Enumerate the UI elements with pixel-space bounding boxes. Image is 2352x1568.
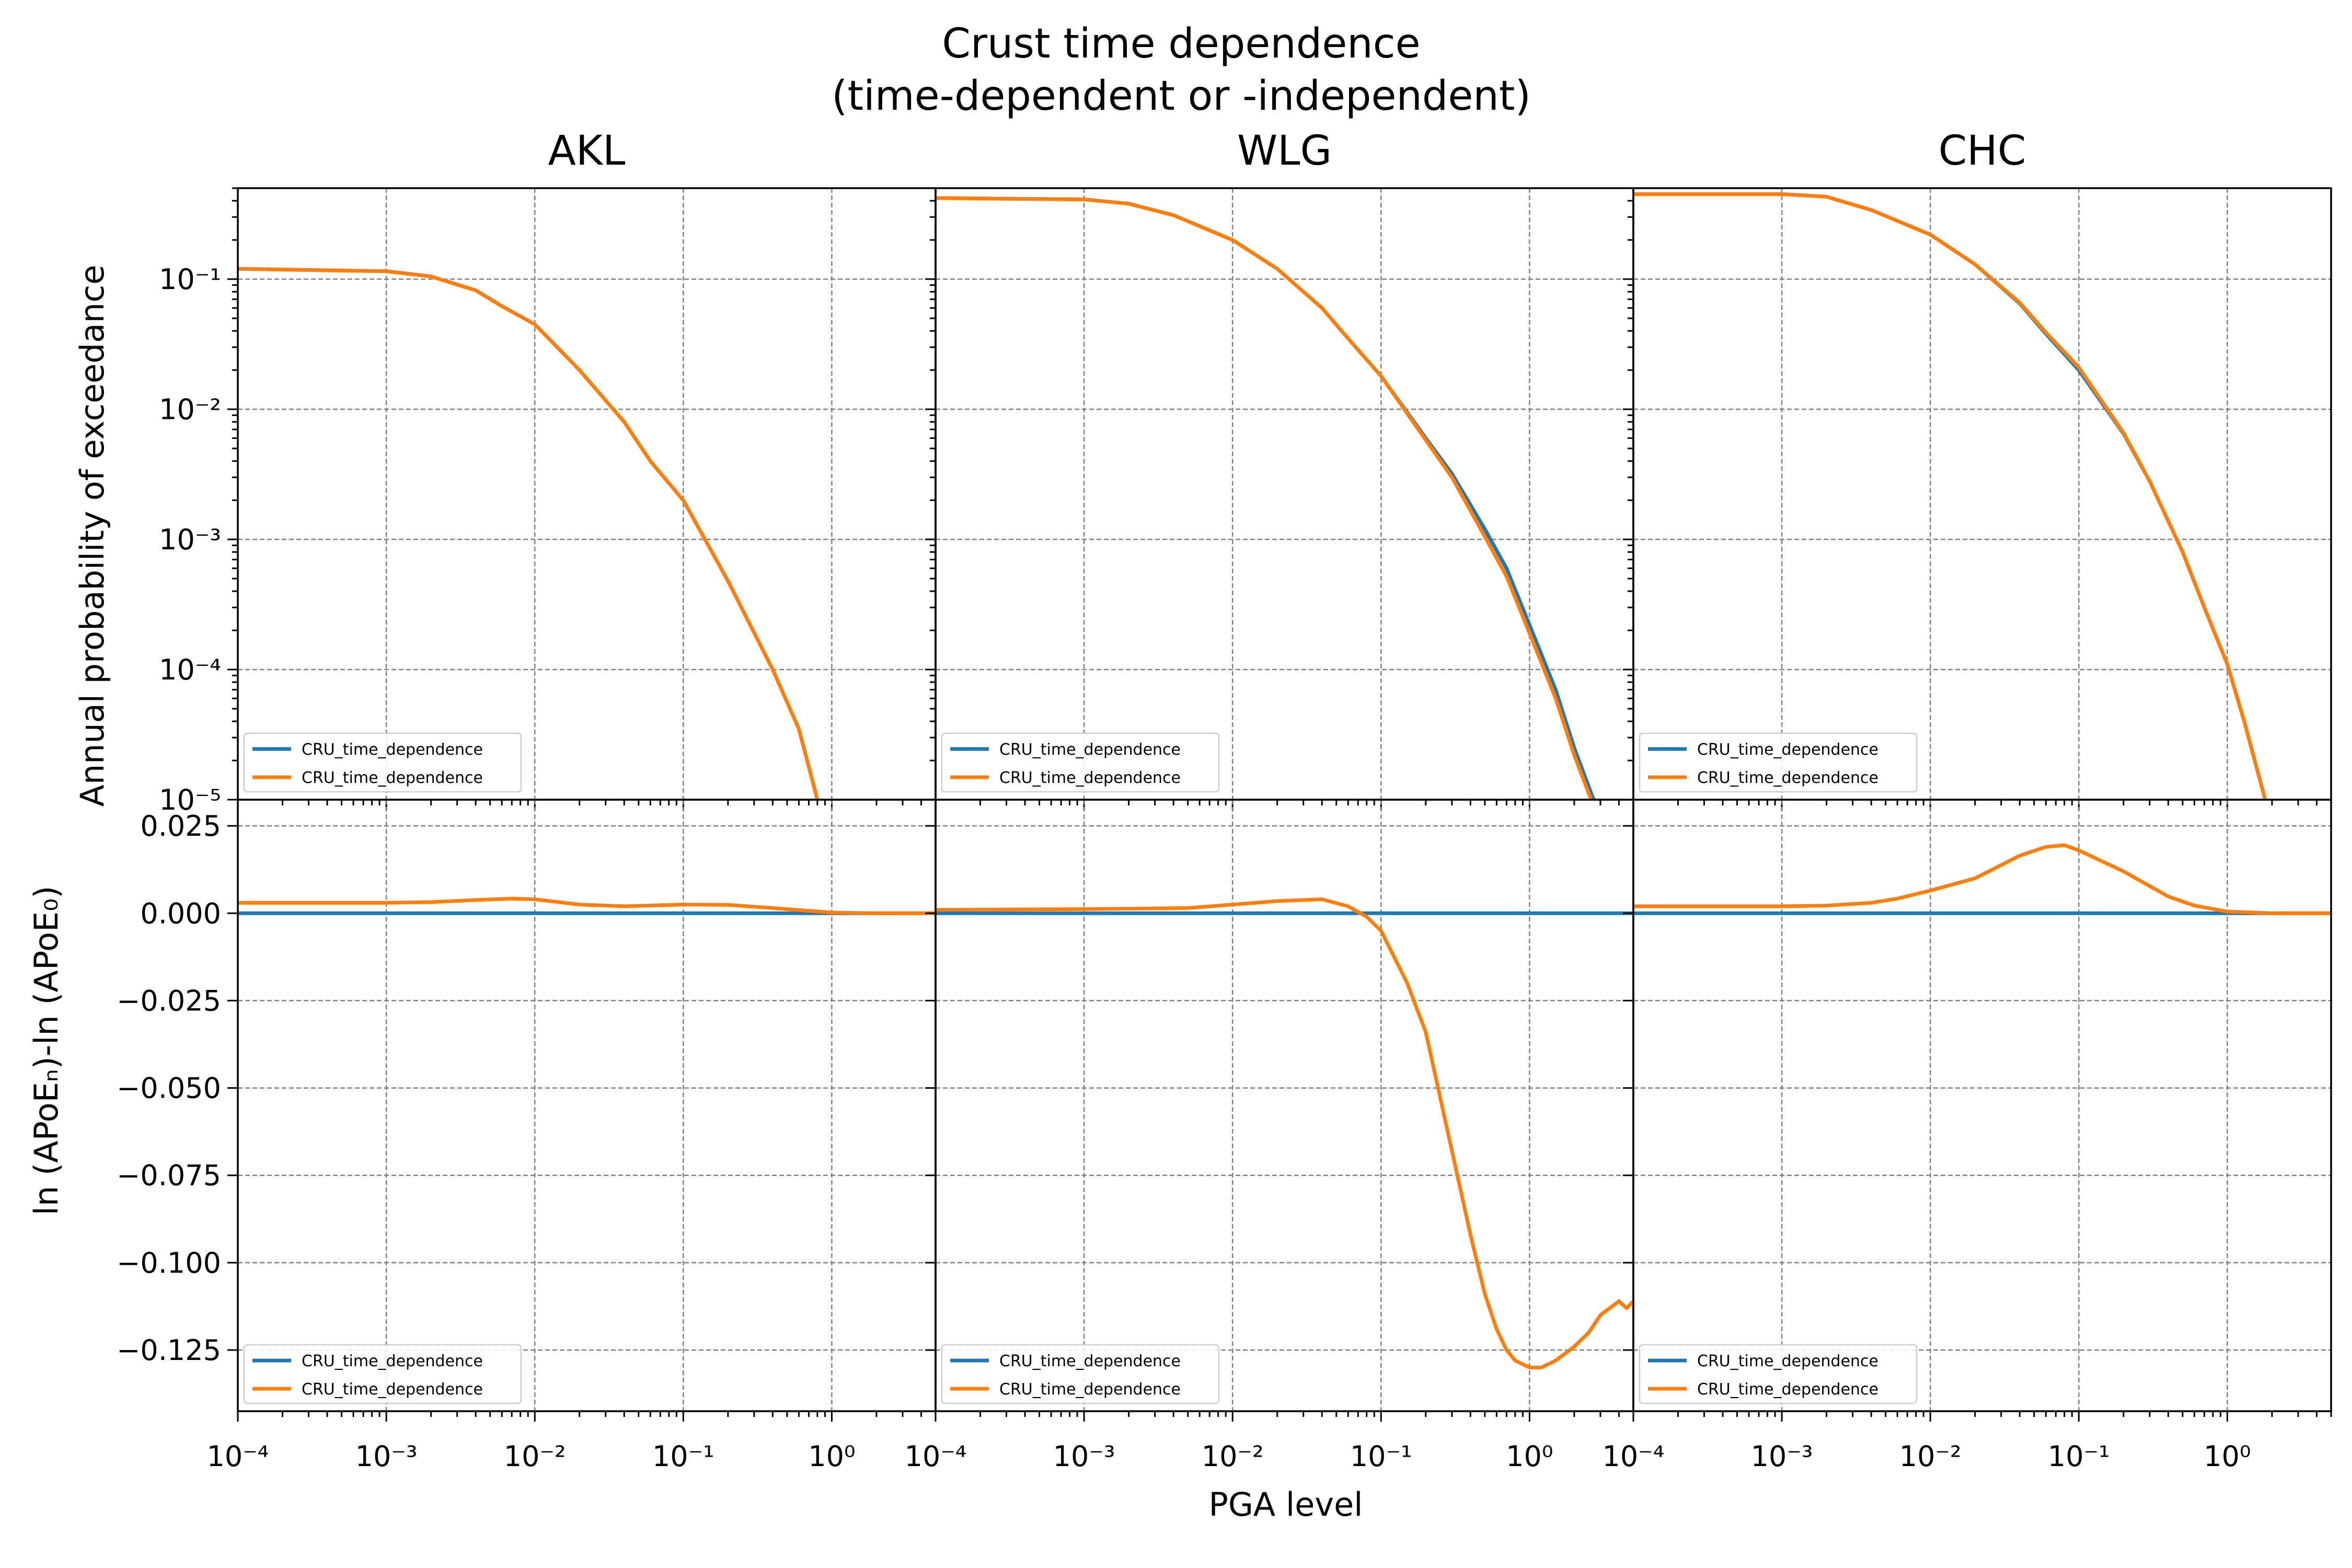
plot-area: 10⁻¹ 10⁻² 10⁻³ 10⁻⁴ 10⁻⁵ AKL CRU_time_dependen… — [117, 128, 2332, 1473]
wlg-top-frame — [935, 187, 1634, 801]
figure-title-line1: Crust time dependence — [942, 20, 1420, 67]
chc-bottom-x-tick-label: 10⁻² — [1899, 1440, 1962, 1473]
akl-bottom-frame — [237, 799, 937, 1412]
wlg-bottom-x-tick-label: 10⁻¹ — [1350, 1440, 1412, 1473]
x-axis-label: PGA level — [1209, 1485, 1363, 1524]
akl-bottom-legend-box — [243, 1344, 522, 1404]
wlg-top-panel: WLGCRU_time_dependenceCRU_time_dependenc… — [925, 128, 1634, 810]
akl-top-y-tick-label: 10⁻² — [159, 393, 221, 426]
wlg-bottom-panel: 10⁻⁴ 10⁻³ 10⁻² 10⁻¹ 10⁰CRU_time_dependenceCR… — [905, 799, 1634, 1473]
akl-top-panel: 10⁻¹ 10⁻² 10⁻³ 10⁻⁴ 10⁻⁵ AKL CRU_time_dependen… — [159, 128, 937, 816]
wlg-bottom-legend-label: CRU_time_dependence — [999, 1380, 1181, 1399]
akl-top-y-tick-label: 10⁻¹ — [159, 263, 221, 296]
akl-bottom-x-tick-label: 10⁻¹ — [652, 1440, 714, 1473]
chc-bottom-legend-label: CRU_time_dependence — [1697, 1352, 1878, 1370]
akl-top-series-line-orange — [238, 267, 820, 800]
chc-top-legend-box — [1639, 732, 1918, 793]
akl-bottom-y-tick-label: −0.025 — [117, 984, 221, 1017]
wlg-top-panel-title: WLG — [1237, 128, 1332, 175]
wlg-top-legend: CRU_time_dependence CRU_time_dependence — [941, 732, 1220, 793]
chc-top-series-line-orange — [1633, 192, 2267, 800]
akl-bottom-panel: 0.025 0.000 −0.025 −0.050 −0.075 −0.100 −0.125… — [117, 799, 937, 1473]
akl-bottom-y-tick-label: −0.075 — [117, 1159, 221, 1192]
chc-top-legend-label: CRU_time_dependence — [1697, 741, 1878, 759]
wlg-bottom-x-tick-label: 10⁻⁴ — [905, 1440, 967, 1473]
wlg-bottom-x-tick-label: 10⁻³ — [1053, 1440, 1115, 1473]
chc-top-frame — [1632, 187, 2332, 801]
akl-bottom-x-tick-label: 10⁻³ — [355, 1440, 418, 1473]
akl-bottom-y-tick-label: −0.100 — [117, 1247, 221, 1279]
akl-top-series-line-blue — [238, 267, 820, 800]
wlg-bottom-legend-label: CRU_time_dependence — [999, 1352, 1181, 1370]
chc-bottom-legend-box — [1639, 1344, 1918, 1404]
akl-top-panel-title: AKL — [548, 128, 626, 175]
chc-bottom-legend: CRU_time_dependence CRU_time_dependence — [1639, 1344, 1918, 1404]
akl-bottom-series-line-orange — [238, 896, 936, 915]
wlg-bottom-series-line-orange — [936, 897, 1633, 1369]
chc-bottom-frame — [1632, 799, 2332, 1412]
chc-bottom-x-tick-label: 10⁻¹ — [2048, 1440, 2110, 1473]
wlg-top-legend-box — [941, 732, 1220, 793]
chc-bottom-series-line-orange — [1633, 843, 2331, 915]
chc-bottom-legend-label: CRU_time_dependence — [1697, 1380, 1878, 1399]
chc-top-panel-title: CHC — [1939, 128, 2026, 175]
wlg-top-series-line-blue — [936, 196, 1596, 800]
akl-bottom-x-tick-label: 10⁻⁴ — [207, 1440, 269, 1473]
akl-top-frame — [237, 187, 937, 801]
akl-top-legend: CRU_time_dependence CRU_time_dependence — [243, 732, 522, 793]
akl-bottom-legend: CRU_time_dependence CRU_time_dependence — [243, 1344, 522, 1404]
wlg-bottom-legend: CRU_time_dependence CRU_time_dependence — [941, 1344, 1220, 1404]
chc-top-series-line-blue — [1633, 192, 2267, 800]
akl-top-y-tick-label: 10⁻⁵ — [159, 783, 221, 816]
chc-top-legend-label: CRU_time_dependence — [1697, 769, 1878, 787]
wlg-top-legend-label: CRU_time_dependence — [999, 741, 1181, 759]
chc-top-legend: CRU_time_dependence CRU_time_dependence — [1639, 732, 1918, 793]
chc-top-panel: CHCCRU_time_dependenceCRU_time_dependenc… — [1623, 128, 2332, 810]
wlg-bottom-legend-box — [941, 1344, 1220, 1404]
akl-bottom-legend-label: CRU_time_dependence — [302, 1352, 483, 1370]
akl-bottom-y-tick-label: −0.125 — [117, 1334, 221, 1367]
chc-bottom-x-tick-label: 10⁰ — [2204, 1440, 2251, 1473]
wlg-top-legend-label: CRU_time_dependence — [999, 769, 1181, 787]
akl-top-y-tick-label: 10⁻⁴ — [159, 653, 221, 686]
wlg-bottom-x-tick-label: 10⁻² — [1202, 1440, 1264, 1473]
akl-top-legend-label: CRU_time_dependence — [302, 741, 483, 759]
akl-bottom-legend-label: CRU_time_dependence — [302, 1380, 483, 1399]
akl-bottom-y-tick-label: −0.050 — [117, 1072, 221, 1105]
y-axis-label-bottom: ln (APoEₙ)-ln (APoE₀) — [27, 886, 65, 1216]
figure-title-line2: (time-dependent or -independent) — [832, 73, 1531, 120]
y-axis-label-top: Annual probability of exceedance — [73, 264, 111, 806]
wlg-bottom-x-tick-label: 10⁰ — [1506, 1440, 1553, 1473]
akl-bottom-y-tick-label: 0.025 — [140, 810, 221, 843]
akl-top-legend-label: CRU_time_dependence — [302, 769, 483, 787]
akl-bottom-y-tick-label: 0.000 — [140, 897, 221, 930]
wlg-bottom-frame — [935, 799, 1634, 1412]
akl-top-y-tick-label: 10⁻³ — [159, 523, 221, 556]
akl-bottom-x-tick-label: 10⁰ — [808, 1440, 855, 1473]
chc-bottom-x-tick-label: 10⁻⁴ — [1602, 1440, 1665, 1473]
chc-bottom-x-tick-label: 10⁻³ — [1751, 1440, 1813, 1473]
wlg-top-series-line-orange — [936, 196, 1593, 800]
akl-top-legend-box — [243, 732, 522, 793]
akl-bottom-x-tick-label: 10⁻² — [504, 1440, 566, 1473]
chc-bottom-panel: 10⁻⁴ 10⁻³ 10⁻² 10⁻¹ 10⁰CRU_time_dependenceCR… — [1602, 799, 2332, 1473]
